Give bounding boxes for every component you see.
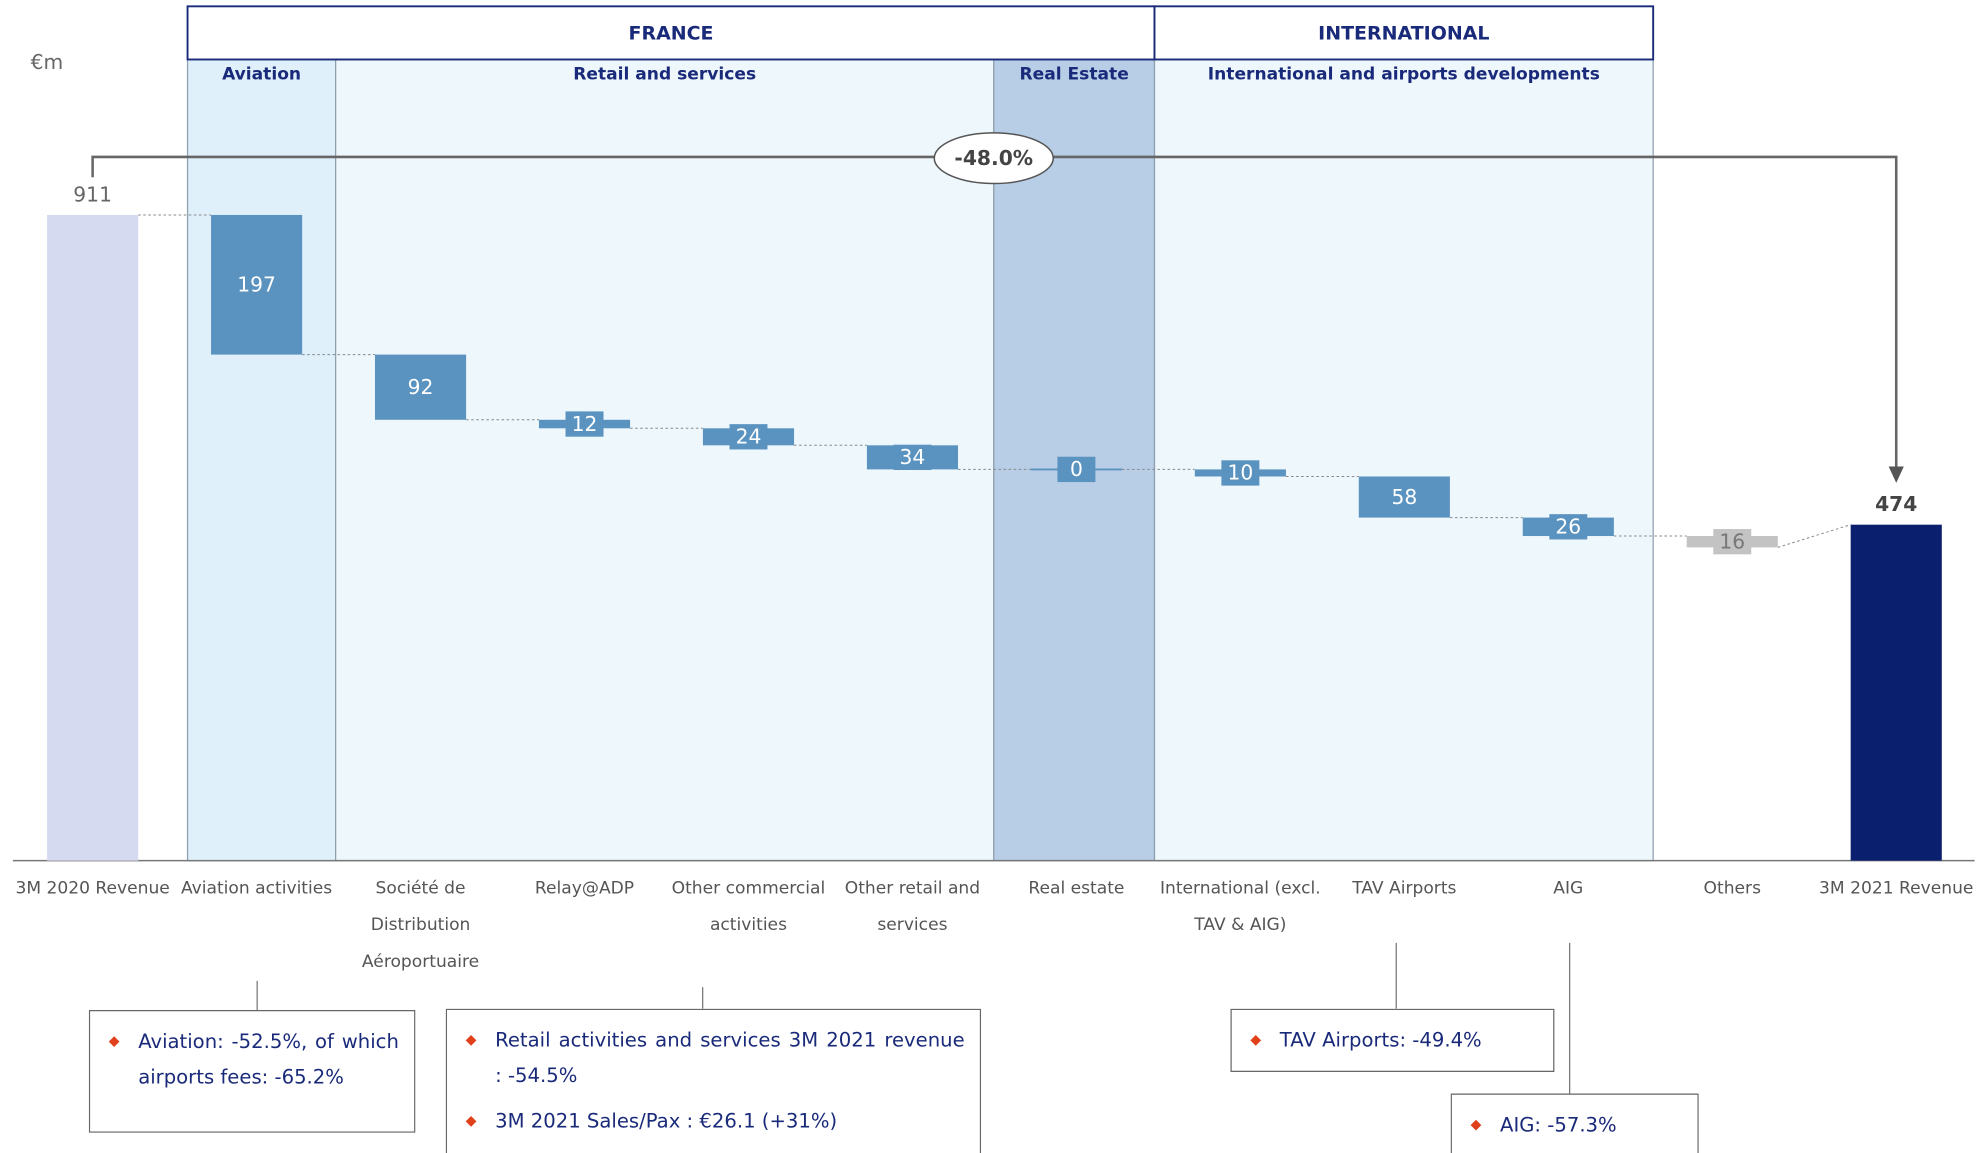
bullet-text: AIG: -57.3% (1500, 1113, 1617, 1137)
section-header (1153, 5, 1655, 61)
bullet: Retail activities and services 3M 2021 r… (462, 1023, 965, 1094)
bar (47, 214, 139, 861)
group-label: International and airports developments (1208, 65, 1600, 85)
arrow-head (1888, 466, 1904, 483)
x-label-box: 3M 2020 Revenue (15, 878, 170, 899)
value-label: 34 (900, 445, 926, 469)
bullet-text: Aviation: -52.5%, of which airports fees… (138, 1030, 399, 1089)
group-label: Real Estate (1019, 65, 1128, 85)
bullet: AIG: -57.3% (1467, 1107, 1682, 1142)
value-label: 16 (1719, 529, 1745, 553)
bullet-marker (465, 1034, 477, 1046)
x-label-box: TAV Airports (1352, 878, 1457, 899)
x-tick-label: Other commercial activities (671, 878, 826, 936)
x-label-box: Real estate (1028, 878, 1125, 899)
value-label: 24 (736, 425, 762, 449)
value-label-box (565, 411, 604, 437)
x-tick-label: Société de Distribution Aéroportuaire (361, 878, 480, 973)
value-label-box (729, 424, 768, 450)
value-label-box (1549, 514, 1588, 540)
x-tick-label: AIG (1553, 878, 1584, 899)
section-label: INTERNATIONAL (1318, 23, 1489, 45)
x-tick-label: 3M 2020 Revenue (15, 878, 170, 899)
note-box: TAV Airports: -49.4% (1230, 1008, 1555, 1072)
bullet-text: Retail activities and services 3M 2021 r… (495, 1028, 965, 1088)
value-label: 92 (408, 375, 434, 399)
note-box: AIG: -57.3% (1450, 1093, 1699, 1153)
bar (374, 354, 467, 420)
connector (1777, 524, 1851, 548)
x-tick-label: International (excl. TAV & AIG) (1159, 878, 1321, 936)
x-tick-label: Other retail and services (844, 878, 981, 936)
value-label-box (1713, 529, 1752, 555)
annotation-ellipse (933, 132, 1055, 185)
x-label-box: Other retail and services (844, 878, 981, 936)
section-label: FRANCE (629, 23, 714, 45)
x-label-box: Relay@ADP (534, 878, 635, 899)
bullet: Aviation: -52.5%, of which airports fees… (105, 1024, 399, 1095)
value-label: 10 (1227, 461, 1253, 485)
x-tick-label: TAV Airports (1352, 878, 1457, 899)
bullet-text: TAV Airports: -49.4% (1279, 1028, 1482, 1052)
bar (1358, 476, 1450, 518)
note-box: Retail activities and services 3M 2021 r… (445, 1008, 982, 1153)
bullet-marker (108, 1036, 120, 1047)
bullet-marker (1250, 1034, 1262, 1046)
bullet: TAV Airports: -49.4% (1247, 1023, 1538, 1058)
note: TAV Airports: -49.4% (1230, 1008, 1555, 1072)
x-tick-label: 3M 2021 Revenue (1819, 878, 1974, 899)
x-label-box: Société de Distribution Aéroportuaire (361, 878, 480, 973)
value-label-box (1057, 456, 1096, 483)
value-label: 0 (1070, 457, 1083, 481)
bullet-text: 3M 2021 Sales/Pax : €26.1 (+31%) (495, 1109, 838, 1133)
value-label: 911 (73, 182, 112, 206)
x-label-box: AIG (1553, 878, 1584, 899)
group-label: Aviation (222, 65, 301, 85)
value-label: 58 (1391, 485, 1417, 509)
annotation: -48.0% (954, 146, 1033, 170)
x-tick-label: Aviation activities (180, 878, 333, 899)
value-label: 474 (1875, 492, 1917, 516)
unit-label: €m (31, 50, 64, 74)
value-label: 197 (237, 273, 276, 297)
note: AIG: -57.3% (1450, 1093, 1699, 1153)
x-label-box: Aviation activities (180, 878, 333, 899)
x-label-box: Other commercial activities (671, 878, 826, 936)
group-band (186, 58, 337, 862)
value-label: 26 (1555, 515, 1581, 539)
note-box: Aviation: -52.5%, of which airports fees… (88, 1009, 416, 1133)
bar (211, 214, 303, 355)
x-label-box: International (excl. TAV & AIG) (1159, 878, 1321, 936)
bullet-marker (1470, 1119, 1482, 1131)
x-tick-label: Real estate (1028, 878, 1125, 899)
x-label-box: 3M 2021 Revenue (1819, 878, 1974, 899)
x-label-box: Others (1703, 878, 1761, 899)
bullet: 3M 2021 Sales/Pax : €26.1 (+31%) (462, 1104, 964, 1139)
value-label: 12 (572, 412, 598, 436)
note: Retail activities and services 3M 2021 r… (445, 1008, 982, 1153)
x-tick-label: Relay@ADP (534, 878, 635, 899)
value-label-box (893, 444, 932, 471)
group-label: Retail and services (573, 65, 756, 85)
bullet-marker (465, 1115, 477, 1127)
value-label-box (1221, 460, 1260, 486)
note: Aviation: -52.5%, of which airports fees… (88, 1009, 416, 1133)
x-tick-label: Others (1703, 878, 1761, 899)
bar (1850, 524, 1942, 861)
